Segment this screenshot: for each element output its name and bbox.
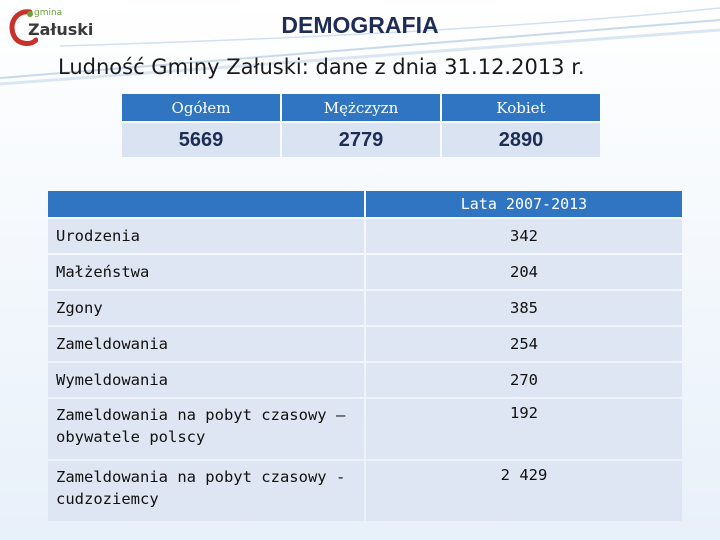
demographic-stats-table: Lata 2007-2013 Urodzenia 342 Małżeństwa … (48, 191, 682, 523)
table-row: Zameldowania na pobyt czasowy - cudzozie… (48, 461, 682, 521)
page-subtitle: Ludność Gminy Załuski: dane z dnia 31.12… (58, 55, 585, 79)
table-row: Zgony 385 (48, 291, 682, 325)
row-label: Zameldowania (48, 327, 364, 361)
table-row: Zameldowania na pobyt czasowy – obywatel… (48, 399, 682, 459)
summary-header-men: Mężczyzn (282, 94, 440, 121)
stats-header-blank (48, 191, 364, 217)
row-value: 192 (366, 399, 682, 459)
table-row: Urodzenia 342 (48, 219, 682, 253)
row-value: 2 429 (366, 461, 682, 521)
table-row: Zameldowania 254 (48, 327, 682, 361)
summary-value-women: 2890 (442, 123, 600, 157)
row-label: Wymeldowania (48, 363, 364, 397)
row-value: 204 (366, 255, 682, 289)
row-value: 342 (366, 219, 682, 253)
row-label: Urodzenia (48, 219, 364, 253)
logo-small-text: gmina (34, 8, 63, 18)
row-label: Zameldowania na pobyt czasowy – obywatel… (48, 399, 364, 459)
summary-header-row: Ogółem Mężczyzn Kobiet (122, 94, 602, 123)
summary-value-men: 2779 (282, 123, 440, 157)
logo-big-text: Załuski (28, 20, 94, 39)
row-label: Zameldowania na pobyt czasowy - cudzozie… (48, 461, 364, 521)
population-summary-table: Ogółem Mężczyzn Kobiet 5669 2779 2890 (122, 94, 602, 157)
table-row: Małżeństwa 204 (48, 255, 682, 289)
summary-value-total: 5669 (122, 123, 280, 157)
summary-value-row: 5669 2779 2890 (122, 123, 602, 157)
logo-emblem-icon (9, 9, 38, 46)
stats-header-period: Lata 2007-2013 (366, 191, 682, 217)
table-row: Wymeldowania 270 (48, 363, 682, 397)
page-title: DEMOGRAFIA (281, 12, 439, 38)
row-value: 254 (366, 327, 682, 361)
stats-header-row: Lata 2007-2013 (48, 191, 682, 217)
row-value: 270 (366, 363, 682, 397)
gmina-logo: gmina Załuski (8, 4, 102, 50)
summary-header-women: Kobiet (442, 94, 600, 121)
row-label: Zgony (48, 291, 364, 325)
header-swoosh-decoration (0, 7, 720, 86)
row-label: Małżeństwa (48, 255, 364, 289)
row-value: 385 (366, 291, 682, 325)
summary-header-total: Ogółem (122, 94, 280, 121)
